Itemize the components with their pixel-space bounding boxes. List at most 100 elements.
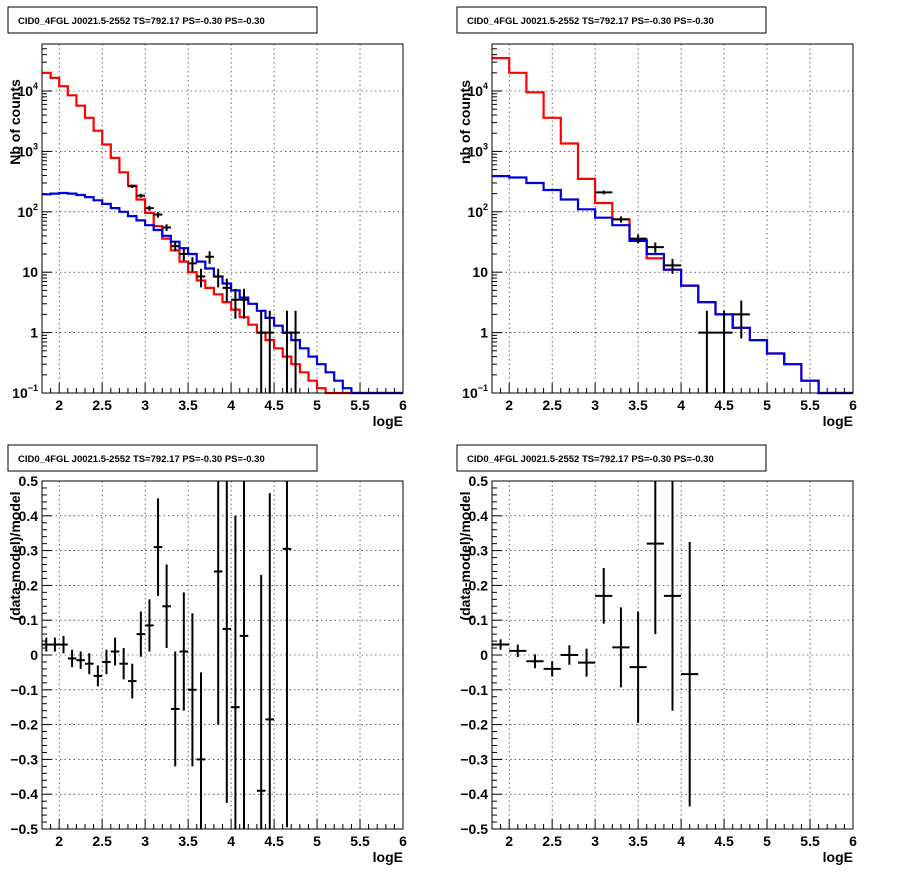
data-point	[153, 211, 163, 218]
data-point	[732, 300, 750, 339]
data-points	[127, 184, 300, 393]
x-tick-label: 4	[677, 833, 685, 849]
y-tick-label: 1	[480, 325, 488, 341]
data-point	[205, 251, 214, 264]
data-points	[595, 190, 750, 393]
grid-lines	[42, 481, 403, 829]
data-point	[127, 663, 137, 699]
data-point	[42, 637, 51, 652]
x-tick-label: 3.5	[178, 397, 198, 413]
data-point	[213, 481, 223, 725]
y-tick-label: 0.2	[469, 577, 489, 593]
y-axis-label: nb of counts	[457, 80, 473, 164]
x-tick-label: 4	[677, 397, 685, 413]
x-tick-label: 5.5	[350, 397, 370, 413]
x-tick-label: 3.5	[628, 833, 648, 849]
data-point	[76, 651, 85, 669]
x-tick-label: 3.5	[178, 833, 198, 849]
series-line-blue	[492, 175, 853, 395]
y-tick-label: 0.5	[469, 473, 489, 489]
data-point	[119, 648, 128, 680]
data-point	[509, 644, 527, 658]
data-point	[170, 241, 180, 252]
x-tick-label: 3	[591, 833, 599, 849]
x-tick-label: 4.5	[714, 397, 734, 413]
x-tick-label: 4.5	[714, 833, 734, 849]
y-tick-label: 0.3	[19, 543, 39, 559]
y-tick-label: −0.2	[10, 717, 38, 733]
x-tick-label: 3	[591, 397, 599, 413]
data-point	[265, 493, 275, 829]
data-point	[492, 639, 510, 650]
data-point	[162, 224, 171, 232]
x-tick-label: 6	[849, 833, 857, 849]
data-point	[84, 653, 94, 675]
resid-left-panel: CID0_4FGL J0021.5-2552 TS=792.17 PS=-0.3…	[7, 444, 407, 865]
data-point	[153, 498, 163, 596]
x-tick-label: 5.5	[800, 833, 820, 849]
x-tick-label: 5	[313, 397, 321, 413]
data-point	[256, 310, 266, 393]
y-tick-label: 0.5	[19, 473, 39, 489]
counts-right-panel: CID0_4FGL J0021.5-2552 TS=792.17 PS=-0.3…	[456, 6, 857, 429]
x-tick-label: 6	[849, 397, 857, 413]
data-point	[67, 649, 77, 668]
y-tick-label: 103	[17, 141, 38, 159]
x-tick-label: 6	[399, 397, 407, 413]
counts-left-title-box: CID0_4FGL J0021.5-2552 TS=792.17 PS=-0.3…	[7, 6, 318, 34]
title-frame	[7, 444, 318, 472]
data-point	[179, 248, 189, 261]
data-point	[179, 592, 189, 711]
data-point	[213, 268, 223, 288]
x-tick-label: 5	[763, 833, 771, 849]
y-tick-label: 0.3	[469, 543, 489, 559]
x-tick-label: 2	[505, 397, 513, 413]
y-tick-label: 0.4	[19, 508, 39, 524]
data-point	[663, 481, 682, 711]
data-point	[222, 481, 232, 803]
x-tick-label: 5.5	[350, 833, 370, 849]
axis-ticks	[491, 43, 854, 394]
x-tick-label: 2	[505, 833, 513, 849]
chart-title: CID0_4FGL J0021.5-2552 TS=792.17 PS=-0.3…	[467, 16, 714, 27]
data-point	[715, 310, 733, 393]
data-points	[42, 481, 292, 829]
x-tick-label: 4.5	[264, 833, 284, 849]
y-tick-label: −0.3	[460, 751, 488, 767]
x-tick-label: 2.5	[542, 833, 562, 849]
x-tick-label: 3.5	[628, 397, 648, 413]
data-point	[102, 649, 111, 675]
x-tick-label: 2.5	[92, 833, 112, 849]
data-point	[50, 637, 60, 652]
data-point	[239, 288, 249, 319]
y-tick-label: 0	[30, 647, 38, 663]
data-point	[162, 564, 171, 649]
y-tick-label: −0.1	[460, 682, 488, 698]
resid-right-panel: CID0_4FGL J0021.5-2552 TS=792.17 PS=-0.3…	[456, 444, 857, 865]
y-tick-label: 102	[467, 202, 488, 220]
data-point	[110, 637, 120, 666]
x-axis-label: logE	[373, 413, 403, 429]
series-line-red	[42, 71, 403, 395]
x-tick-label: 2.5	[92, 397, 112, 413]
x-tick-label: 3	[141, 833, 149, 849]
counts-right-title-box: CID0_4FGL J0021.5-2552 TS=792.17 PS=-0.3…	[456, 6, 767, 34]
data-point	[188, 613, 197, 767]
plot-frame	[41, 480, 404, 830]
data-point	[646, 481, 664, 635]
data-point	[577, 648, 596, 677]
title-frame	[7, 6, 318, 34]
data-points	[492, 481, 699, 807]
y-tick-label: −0.1	[10, 682, 38, 698]
x-tick-label: 4	[227, 833, 235, 849]
x-axis-label: logE	[373, 849, 403, 865]
y-axis-label: Nb of counts	[7, 79, 23, 165]
plot-frame	[491, 480, 854, 830]
data-point	[127, 184, 137, 188]
y-tick-label: 0.1	[19, 612, 39, 628]
y-tick-label: 0.4	[469, 508, 489, 524]
data-point	[93, 665, 103, 687]
data-point	[698, 310, 716, 393]
data-point	[291, 310, 300, 393]
data-point	[629, 234, 647, 244]
